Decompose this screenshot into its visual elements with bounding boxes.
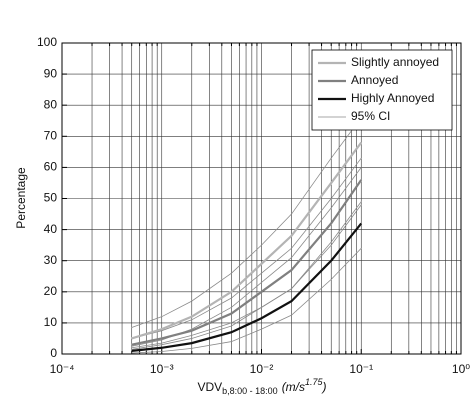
legend-label: Slightly annoyed <box>351 55 439 69</box>
y-axis-label: Percentage <box>14 167 28 229</box>
x-axis-label: VDVb,8:00 - 18:00 (m/s1.75) <box>197 377 326 396</box>
y-tick-label: 80 <box>44 97 58 111</box>
y-tick-label: 70 <box>44 128 58 142</box>
y-tick-label: 50 <box>44 191 58 205</box>
x-tick-label: 10⁰ <box>452 362 470 376</box>
y-tick-label: 20 <box>44 284 58 298</box>
series-line <box>131 179 363 346</box>
x-tick-label: 10⁻³ <box>150 362 174 376</box>
ci-line <box>131 201 362 349</box>
x-tick-label: 10⁻² <box>250 362 274 376</box>
ci-line <box>131 117 362 328</box>
y-tick-label: 10 <box>44 315 58 329</box>
legend-label: Highly Annoyed <box>351 91 434 105</box>
y-tick-label: 40 <box>44 222 58 236</box>
y-tick-label: 0 <box>50 346 57 360</box>
legend-label: 95% CI <box>351 109 390 123</box>
series-line <box>131 222 363 352</box>
legend-label: Annoyed <box>351 73 398 87</box>
series-line <box>131 141 363 340</box>
ci-line <box>131 204 362 350</box>
y-tick-label: 30 <box>44 253 58 267</box>
y-tick-label: 100 <box>37 35 57 49</box>
y-tick-label: 60 <box>44 160 58 174</box>
x-tick-label: 10⁻¹ <box>349 362 373 376</box>
ci-line <box>131 247 362 354</box>
x-tick-label: 10⁻⁴ <box>50 362 75 376</box>
plot-frame <box>61 42 462 355</box>
ci-line <box>131 157 362 339</box>
y-tick-label: 90 <box>44 66 58 80</box>
